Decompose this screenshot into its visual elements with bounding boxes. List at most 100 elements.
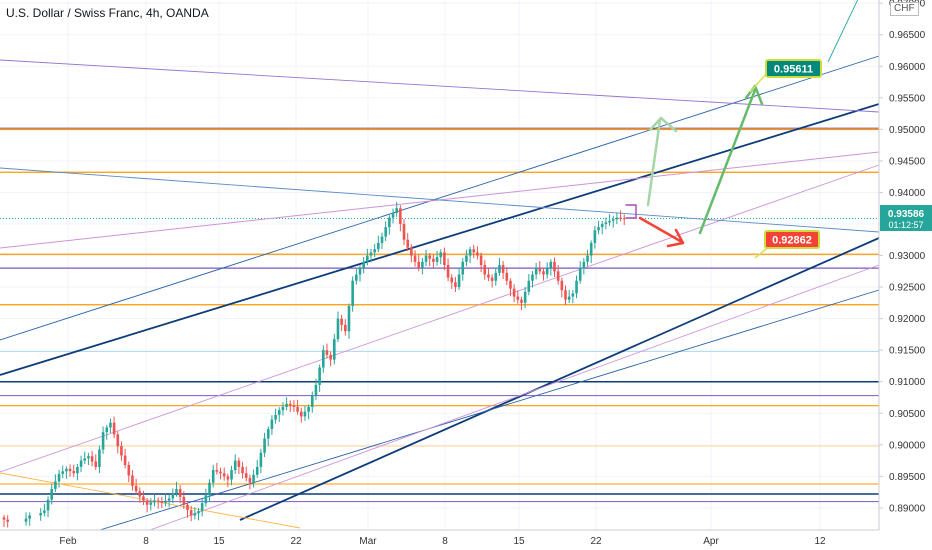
- time-axis[interactable]: Feb 8 15 22 Mar 8 15 22 Apr 12: [0, 529, 879, 547]
- candle-body: [24, 518, 28, 522]
- entry-marker: [625, 204, 637, 219]
- trend-line: [99, 289, 880, 531]
- candle-body: [549, 261, 553, 269]
- candle-body: [46, 499, 50, 511]
- candle-body: [72, 471, 76, 474]
- price-axis[interactable]: 0.970000.965000.960000.955000.950000.945…: [878, 0, 926, 530]
- candle-body: [608, 220, 611, 223]
- x-tick-label: 12: [814, 536, 826, 547]
- candle-body: [358, 268, 362, 275]
- candle-body: [204, 495, 208, 504]
- candle-body: [391, 212, 395, 218]
- candle-body: [351, 280, 354, 307]
- candle-body: [468, 249, 472, 256]
- candle-body: [310, 395, 314, 407]
- candle-body: [178, 488, 182, 497]
- candle-body: [237, 460, 241, 467]
- chart-title: U.S. Dollar / Swiss Franc, 4h, OANDA: [6, 6, 209, 20]
- candle-body: [255, 466, 259, 475]
- y-tick-label: 0.92500: [889, 283, 926, 294]
- candle-body: [54, 481, 57, 489]
- candle-body: [175, 488, 178, 494]
- candle-body: [560, 280, 564, 291]
- y-tick-label: 0.89000: [889, 503, 926, 514]
- candle-body: [281, 406, 285, 411]
- candle-body: [402, 223, 406, 240]
- bar-countdown: 01:12:57: [888, 220, 923, 230]
- candle-body: [329, 354, 332, 360]
- candle-body: [109, 422, 112, 428]
- candle-body: [380, 236, 384, 243]
- y-tick-label: 0.90500: [889, 409, 926, 420]
- candle-body: [266, 429, 270, 439]
- candle-body: [501, 265, 505, 273]
- candle-body: [50, 488, 54, 500]
- candle-body: [432, 258, 435, 262]
- candle-body: [490, 277, 494, 281]
- candle-body: [446, 265, 450, 278]
- candle-body: [494, 272, 498, 281]
- candle-body: [2, 517, 6, 520]
- current-price-value: 0.93586: [888, 209, 925, 220]
- candle-body: [285, 403, 288, 407]
- candle-body: [94, 461, 98, 467]
- y-tick-label: 0.93000: [889, 251, 926, 262]
- candle-body: [413, 255, 417, 262]
- candle-body: [600, 223, 604, 228]
- y-tick-label: 0.96000: [889, 62, 926, 73]
- candle-body: [417, 261, 421, 269]
- candle-body: [428, 255, 432, 259]
- candle-body: [318, 367, 321, 385]
- target-down-badge: [764, 230, 820, 249]
- arrow-up: [698, 88, 757, 235]
- candle-body: [347, 306, 351, 332]
- candle-body: [226, 476, 230, 480]
- grid-lines: [0, 0, 879, 530]
- y-tick-label: 0.95500: [889, 93, 926, 104]
- y-tick-label: 0.94000: [889, 188, 926, 199]
- candle-body: [505, 272, 509, 281]
- support-resistance-lines: [0, 127, 879, 503]
- candle-body: [586, 255, 589, 262]
- candle-body: [377, 242, 380, 250]
- candle-body: [597, 227, 600, 231]
- candle-body: [274, 414, 277, 420]
- target-down-label: 0.92862: [772, 235, 812, 247]
- candle-body: [219, 471, 222, 474]
- candle-body: [450, 277, 454, 283]
- candle-body: [211, 470, 215, 483]
- candle-body: [101, 432, 105, 450]
- candle-body: [622, 218, 626, 220]
- candle-body: [61, 471, 65, 474]
- candle-body: [263, 438, 266, 453]
- x-tick-label: 8: [442, 536, 448, 547]
- candle-body: [164, 500, 167, 503]
- target-up-label: 0.95611: [774, 64, 813, 76]
- candle-body: [307, 406, 310, 412]
- candle-body: [142, 496, 145, 501]
- x-tick-label: Mar: [359, 536, 377, 547]
- candle-body: [542, 271, 545, 275]
- target-up-leader: [749, 71, 769, 93]
- x-tick-label: 15: [213, 536, 225, 547]
- candle-body: [160, 501, 164, 503]
- candle-body: [134, 485, 138, 492]
- candle-body: [208, 482, 211, 496]
- trend-line: [0, 55, 880, 341]
- candle-body: [582, 261, 586, 269]
- y-tick-label: 0.95000: [889, 125, 926, 136]
- arrow-up-light: [646, 118, 662, 207]
- candle-body: [197, 511, 200, 514]
- candle-body: [556, 271, 560, 281]
- candle-body: [509, 280, 512, 289]
- candle-body: [241, 466, 244, 474]
- candle-body: [520, 299, 523, 303]
- current-price-badge: [880, 205, 932, 231]
- y-tick-label: 0.96500: [889, 30, 926, 41]
- candle-body: [619, 217, 622, 219]
- candle-body: [498, 265, 501, 273]
- candle-body: [90, 456, 94, 462]
- candle-body: [516, 296, 520, 300]
